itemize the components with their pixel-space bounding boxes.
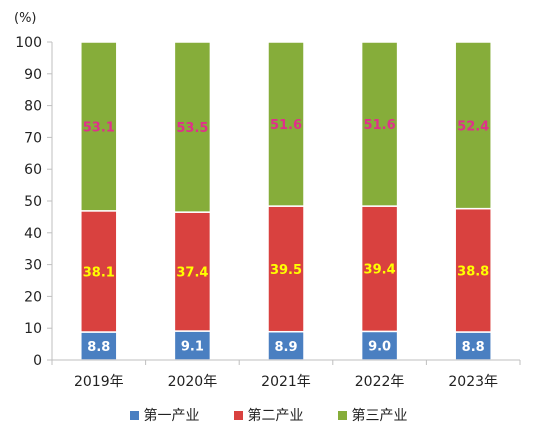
legend-swatch: [233, 410, 243, 420]
y-unit-label: (%): [14, 11, 37, 26]
bar-segment: [454, 41, 492, 210]
x-tick-label: 2020年: [168, 374, 218, 390]
bar-segment: [267, 41, 305, 207]
y-tick-label: 40: [24, 226, 42, 242]
legend: 第一产业 第二产业 第三产业: [0, 405, 537, 425]
bar-segment: [80, 41, 118, 212]
data-label: 52.4: [457, 119, 489, 134]
y-tick-label: 10: [24, 321, 42, 337]
x-axis: 2019年 2020年 2021年 2022年 2023年: [51, 359, 521, 390]
data-label: 38.1: [83, 265, 115, 280]
data-label: 38.8: [457, 264, 489, 279]
bar-segment: [360, 41, 399, 207]
y-tick-label: 100: [15, 35, 42, 51]
data-label: 53.1: [83, 120, 115, 135]
data-label: 8.8: [462, 340, 485, 355]
y-tick-label: 20: [24, 289, 42, 305]
y-tick-label: 50: [24, 194, 42, 210]
bar-segment: [173, 211, 212, 332]
bar-segment: [360, 330, 399, 361]
data-label: 53.5: [176, 121, 208, 136]
legend-label: 第二产业: [247, 408, 304, 424]
bar-segment: [267, 205, 305, 333]
y-tick-label: 70: [24, 130, 42, 146]
data-label: 8.8: [87, 340, 110, 355]
bar-segment: [454, 207, 492, 333]
x-tick-label: 2022年: [355, 374, 405, 390]
bar-segment: [360, 205, 399, 333]
legend-item: 第一产业: [129, 405, 200, 425]
x-tick-label: 2023年: [448, 374, 498, 390]
data-label: 9.1: [181, 340, 204, 355]
data-label: 39.4: [364, 263, 396, 278]
y-tick-label: 0: [33, 353, 42, 369]
legend-label: 第三产业: [351, 408, 408, 424]
data-label: 9.0: [368, 340, 391, 355]
bar-segment: [267, 330, 305, 361]
stacked-bar-chart: (%) 0 10 20 30 40 50 60 70 80 90 100 8.8 38.1 53.1 9.…: [14, 11, 521, 390]
legend-item: 第二产业: [233, 405, 304, 425]
legend-swatch: [337, 410, 347, 420]
data-label: 39.5: [270, 263, 302, 278]
bar-segment: [173, 41, 212, 213]
y-tick-label: 80: [24, 99, 42, 115]
legend-label: 第一产业: [143, 408, 200, 424]
y-tick-label: 90: [24, 67, 42, 83]
data-label: 51.6: [364, 118, 396, 133]
legend-swatch: [129, 410, 139, 420]
y-tick-label: 30: [24, 258, 42, 274]
data-label: 51.6: [270, 118, 302, 133]
y-axis: 0 10 20 30 40 50 60 70 80 90 100: [15, 35, 53, 369]
bars: 8.8 38.1 53.1 9.1 37.4 53.5 8.9 39.5 51.6 9.0 39.4…: [80, 41, 492, 361]
bar-segment: [80, 331, 118, 361]
y-tick-label: 60: [24, 162, 42, 178]
data-label: 37.4: [176, 266, 208, 281]
x-tick-label: 2021年: [261, 374, 311, 390]
x-tick-label: 2019年: [74, 374, 124, 390]
data-label: 8.9: [274, 340, 297, 355]
legend-item: 第三产业: [337, 405, 408, 425]
